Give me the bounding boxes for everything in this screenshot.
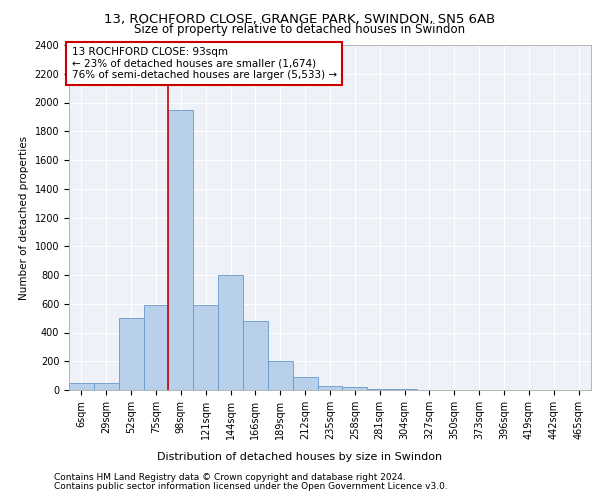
- Bar: [94, 383, 119, 390]
- Text: Distribution of detached houses by size in Swindon: Distribution of detached houses by size …: [157, 452, 443, 462]
- Bar: [193, 305, 218, 390]
- Bar: [317, 386, 343, 390]
- Bar: [268, 361, 293, 390]
- Text: Size of property relative to detached houses in Swindon: Size of property relative to detached ho…: [134, 22, 466, 36]
- Text: Contains public sector information licensed under the Open Government Licence v3: Contains public sector information licen…: [54, 482, 448, 491]
- Bar: [218, 275, 243, 390]
- Bar: [69, 383, 94, 390]
- Bar: [119, 318, 143, 390]
- Bar: [169, 110, 193, 390]
- Bar: [343, 387, 367, 390]
- Y-axis label: Number of detached properties: Number of detached properties: [19, 136, 29, 300]
- Text: 13, ROCHFORD CLOSE, GRANGE PARK, SWINDON, SN5 6AB: 13, ROCHFORD CLOSE, GRANGE PARK, SWINDON…: [104, 12, 496, 26]
- Bar: [243, 321, 268, 390]
- Bar: [293, 377, 317, 390]
- Bar: [143, 305, 169, 390]
- Text: Contains HM Land Registry data © Crown copyright and database right 2024.: Contains HM Land Registry data © Crown c…: [54, 474, 406, 482]
- Text: 13 ROCHFORD CLOSE: 93sqm
← 23% of detached houses are smaller (1,674)
76% of sem: 13 ROCHFORD CLOSE: 93sqm ← 23% of detach…: [71, 46, 337, 80]
